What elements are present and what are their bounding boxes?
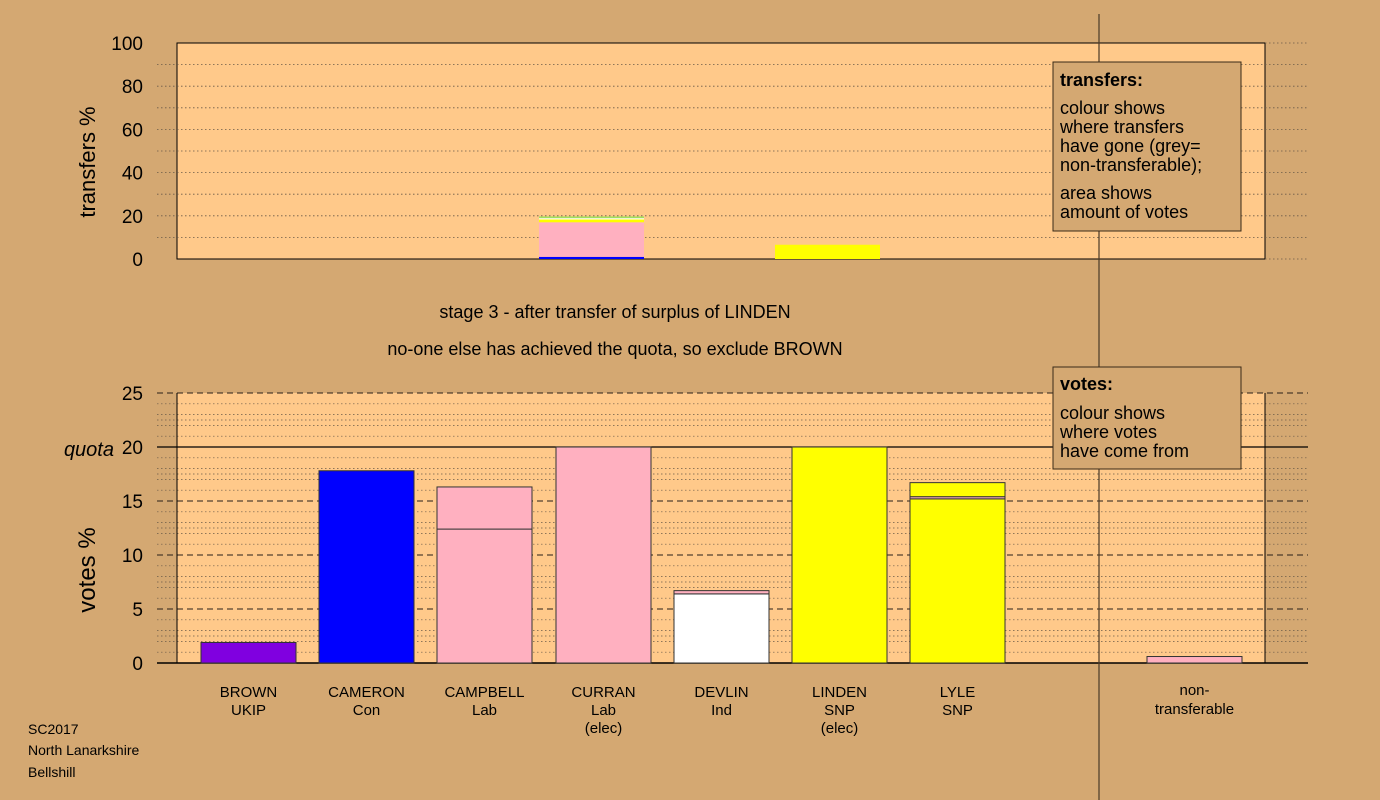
- transfers-y-tick: 60: [122, 120, 143, 141]
- transfers-y-axis: 0 20 40 60 80 100: [111, 34, 143, 271]
- votes-legend-line: where votes: [1059, 422, 1157, 442]
- candidate-label: Lab: [591, 702, 616, 719]
- quota-label: quota: [64, 439, 114, 461]
- transfer-segment: [539, 218, 644, 220]
- votes-y-label: votes %: [74, 527, 101, 612]
- votes-legend: votes: colour shows where votes have com…: [1052, 366, 1242, 470]
- vote-segment: [909, 482, 1006, 498]
- candidate-bar: [791, 446, 888, 664]
- stage-decision: no-one else has achieved the quota, so e…: [387, 339, 842, 359]
- candidate-label: LINDEN: [812, 684, 867, 701]
- votes-y-axis: 0 5 10 15 20 25: [122, 384, 143, 675]
- nontransferable-label: transferable: [1155, 701, 1234, 718]
- candidate-bar: [318, 470, 415, 664]
- votes-y-tick: 20: [122, 438, 143, 459]
- transfer-segment: [539, 256, 644, 259]
- vote-segment: [436, 528, 533, 664]
- nontransferable-bar: [1146, 656, 1243, 664]
- vote-segment: [791, 446, 888, 664]
- candidate-bar: [555, 446, 652, 664]
- footer-ward: Bellshill: [28, 764, 75, 780]
- vote-segment: [436, 486, 533, 530]
- transfers-legend-line: area shows: [1060, 183, 1152, 203]
- votes-bars: [200, 446, 1243, 664]
- transfers-legend-line: have gone (grey=: [1060, 136, 1201, 156]
- transfers-y-tick: 0: [132, 250, 143, 271]
- candidate-label: (elec): [821, 720, 859, 737]
- candidate-bar: [673, 590, 770, 664]
- vote-segment: [673, 590, 770, 595]
- transfer-segment: [539, 219, 644, 223]
- stage-caption: stage 3 - after transfer of surplus of L…: [439, 302, 790, 322]
- candidate-label: Con: [353, 702, 381, 719]
- transfers-bars: [539, 216, 880, 259]
- vote-segment: [555, 446, 652, 664]
- candidate-label: UKIP: [231, 702, 266, 719]
- transfers-y-tick: 40: [122, 164, 143, 185]
- transfers-y-tick: 100: [111, 34, 143, 55]
- vote-segment: [318, 470, 415, 664]
- votes-y-tick: 10: [122, 546, 143, 567]
- footer-election: SC2017: [28, 721, 79, 737]
- transfer-segment: [539, 216, 644, 219]
- candidate-label: LYLE: [940, 684, 976, 701]
- candidate-label: CURRAN: [571, 684, 635, 701]
- transfers-legend-line: where transfers: [1059, 117, 1184, 137]
- nontransferable-label: non-: [1179, 682, 1209, 699]
- votes-legend-line: have come from: [1060, 441, 1189, 461]
- vote-segment: [673, 593, 770, 664]
- candidate-label: SNP: [942, 702, 973, 719]
- candidate-bar: [436, 486, 533, 664]
- candidate-labels: BROWNUKIPCAMERONConCAMPBELLLabCURRANLab(…: [220, 682, 1234, 737]
- transfer-segment: [539, 222, 644, 257]
- footer-council: North Lanarkshire: [28, 742, 139, 758]
- votes-y-tick: 5: [132, 600, 143, 621]
- transfers-grid: [157, 42, 1308, 260]
- candidate-label: DEVLIN: [694, 684, 748, 701]
- candidate-bar: [200, 641, 297, 664]
- transfers-y-tick: 80: [122, 77, 143, 98]
- votes-y-tick: 0: [132, 654, 143, 675]
- transfers-legend: transfers: colour shows where transfers …: [1052, 61, 1242, 232]
- transfers-legend-title: transfers:: [1060, 70, 1143, 90]
- vote-segment: [200, 641, 297, 664]
- transfers-legend-line: colour shows: [1060, 98, 1165, 118]
- votes-legend-title: votes:: [1060, 374, 1113, 394]
- vote-segment: [909, 498, 1006, 664]
- candidate-label: Ind: [711, 702, 732, 719]
- transfer-segment: [775, 244, 880, 259]
- votes-y-tick: 15: [122, 492, 143, 513]
- candidate-bar: [909, 482, 1006, 664]
- candidate-label: CAMPBELL: [444, 684, 524, 701]
- candidate-label: CAMERON: [328, 684, 405, 701]
- transfers-legend-line: non-transferable);: [1060, 155, 1202, 175]
- candidate-label: Lab: [472, 702, 497, 719]
- transfers-y-tick: 20: [122, 207, 143, 228]
- candidate-label: (elec): [585, 720, 623, 737]
- votes-y-tick: 25: [122, 384, 143, 405]
- transfers-y-label: transfers %: [75, 106, 100, 217]
- candidate-label: BROWN: [220, 684, 278, 701]
- transfers-legend-line: amount of votes: [1060, 202, 1188, 222]
- votes-legend-line: colour shows: [1060, 403, 1165, 423]
- candidate-label: SNP: [824, 702, 855, 719]
